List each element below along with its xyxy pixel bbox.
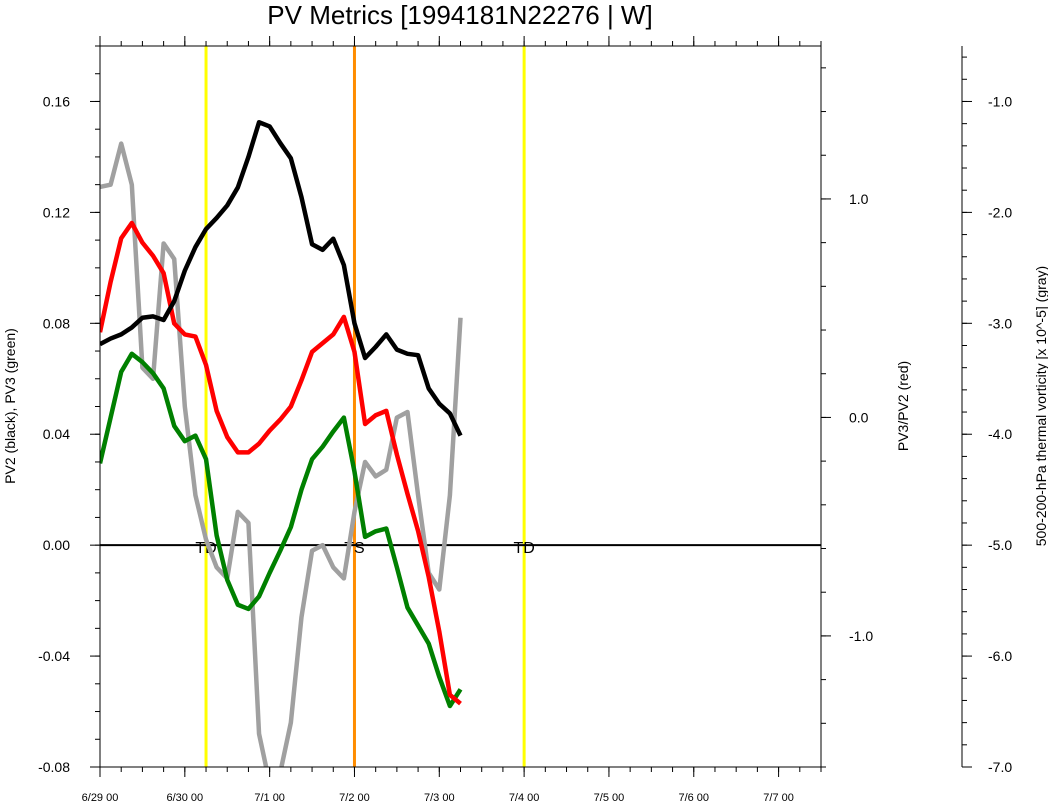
gray-tick-label: -1.0 [988, 93, 1012, 109]
x-tick-label: 6/30 00 [166, 792, 203, 804]
x-tick-label: 7/6 00 [678, 792, 709, 804]
red-axis-label: PV3/PV2 (red) [895, 361, 911, 451]
x-tick-label: 7/3 00 [424, 792, 455, 804]
gray-tick-label: -7.0 [988, 759, 1012, 775]
x-axis: 6/29 00 6/30 00 7/1 00 7/2 00 7/3 00 7/4 00 7/… [82, 36, 822, 804]
red-tick-label: 1.0 [849, 191, 869, 207]
left-tick-label: 0.04 [43, 426, 70, 442]
right-y-axis-gray: -7.0 -6.0 -5.0 -4.0 -3.0 -2.0 -1.0 [961, 46, 1012, 775]
left-tick-label: 0.12 [43, 204, 70, 220]
series-line-1 [100, 351, 463, 709]
gray-tick-label: -2.0 [988, 204, 1012, 220]
left-y-axis: -0.08 -0.04 0.00 0.04 0.08 0.12 0.16 [38, 45, 100, 775]
series-line-2 [100, 220, 462, 706]
gray-tick-label: -6.0 [988, 648, 1012, 664]
left-tick-label: 0.08 [43, 315, 70, 331]
left-axis-label: PV2 (black), PV3 (green) [2, 328, 18, 484]
left-tick-label: -0.04 [38, 648, 70, 664]
left-tick-label: 0.16 [43, 93, 70, 109]
red-tick-label: 0.0 [849, 409, 869, 425]
x-tick-label: 7/2 00 [339, 792, 370, 804]
x-tick-label: 7/7 00 [763, 792, 794, 804]
x-tick-label: 6/29 00 [82, 792, 119, 804]
gray-tick-label: -3.0 [988, 315, 1012, 331]
series-line-3 [100, 141, 463, 767]
gray-axis-label: 500-200-hPa thermal vorticity [x 10^-5] … [1033, 266, 1048, 546]
gray-tick-label: -5.0 [988, 537, 1012, 553]
left-tick-label: -0.08 [38, 759, 70, 775]
red-tick-label: -1.0 [849, 628, 873, 644]
right-y-axis-red: -1.0 0.0 1.0 [821, 67, 873, 768]
event-label: TD [513, 540, 534, 557]
event-lines: TD TS TD [195, 46, 535, 767]
gray-tick-label: -4.0 [988, 426, 1012, 442]
x-tick-label: 7/5 00 [594, 792, 625, 804]
x-tick-label: 7/1 00 [254, 792, 285, 804]
chart-title: PV Metrics [1994181N22276 | W] [267, 0, 652, 30]
series-group [100, 120, 463, 767]
plot-frame [99, 45, 822, 768]
left-tick-label: 0.00 [43, 537, 70, 553]
series-line-0 [100, 120, 463, 437]
x-tick-label: 7/4 00 [509, 792, 540, 804]
